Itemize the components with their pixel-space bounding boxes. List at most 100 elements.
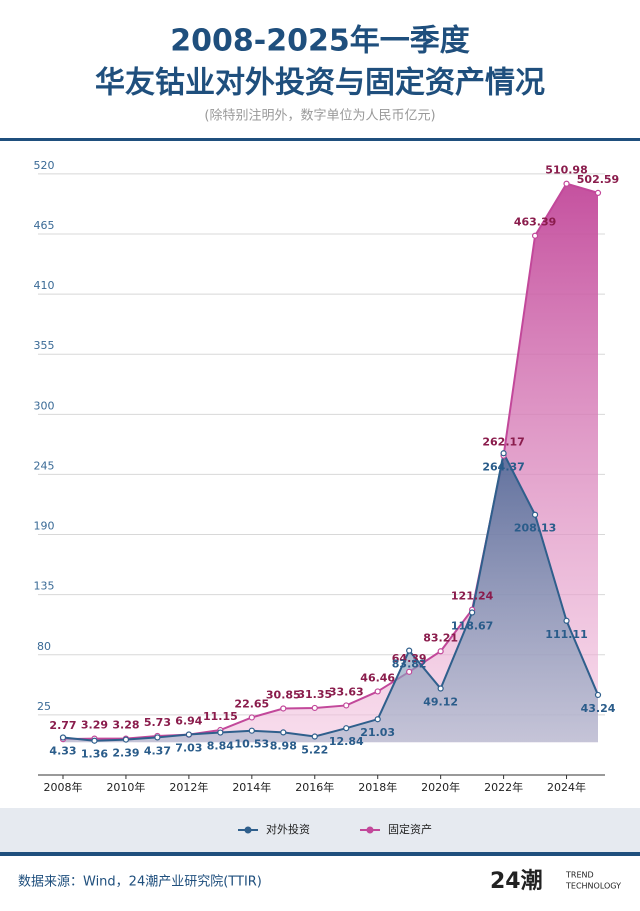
data-label: 3.29 bbox=[81, 719, 108, 732]
point bbox=[280, 705, 287, 712]
x-tick-label: 2024年 bbox=[547, 780, 586, 794]
data-label: 21.03 bbox=[360, 726, 395, 739]
data-label: 2.39 bbox=[112, 747, 139, 760]
logo: 24潮 bbox=[490, 869, 543, 894]
data-label: 30.85 bbox=[266, 688, 301, 701]
y-tick-label: 300 bbox=[34, 399, 55, 412]
point bbox=[531, 511, 539, 518]
point bbox=[311, 704, 318, 712]
y-tick-label: 355 bbox=[34, 339, 55, 352]
title: 华友钴业对外投资与固定资产情况 bbox=[95, 66, 545, 101]
data-label: 12.84 bbox=[329, 735, 364, 748]
point bbox=[248, 714, 255, 721]
data-label: 463.39 bbox=[514, 216, 556, 229]
point bbox=[406, 647, 413, 654]
point bbox=[437, 685, 444, 692]
x-tick-label: 2010年 bbox=[106, 780, 145, 794]
data-label: 4.33 bbox=[49, 744, 76, 757]
point bbox=[406, 668, 413, 675]
data-label: 5.73 bbox=[144, 716, 171, 729]
legend-band bbox=[0, 808, 640, 852]
x-tick-label: 2022年 bbox=[484, 780, 523, 794]
data-label: 510.98 bbox=[545, 164, 587, 177]
x-tick-label: 2012年 bbox=[169, 780, 208, 794]
data-label: 502.59 bbox=[577, 173, 619, 186]
point bbox=[594, 189, 602, 196]
data-label: 208.13 bbox=[514, 522, 556, 535]
point bbox=[217, 729, 224, 736]
area bbox=[63, 453, 598, 743]
data-label: 5.22 bbox=[301, 744, 328, 757]
data-label: 83.21 bbox=[423, 631, 458, 644]
data-label: 3.28 bbox=[112, 719, 139, 732]
source: 数据来源：Wind，24潮产业研究院(TTIR) bbox=[18, 875, 262, 890]
data-label: 22.65 bbox=[234, 697, 269, 710]
data-label: 43.24 bbox=[581, 702, 616, 715]
header-rule bbox=[0, 138, 640, 141]
point bbox=[311, 733, 318, 740]
point bbox=[185, 731, 192, 738]
data-label: 8.98 bbox=[270, 739, 297, 752]
point bbox=[122, 736, 130, 743]
title: 2008-2025年一季度 bbox=[170, 24, 469, 59]
x-tick-label: 2016年 bbox=[295, 780, 334, 794]
data-label: 8.84 bbox=[207, 740, 234, 753]
point bbox=[154, 734, 161, 741]
point bbox=[563, 617, 570, 624]
data-label: 31.35 bbox=[297, 688, 332, 701]
y-tick-label: 135 bbox=[34, 580, 55, 593]
y-tick-label: 520 bbox=[34, 159, 55, 172]
point bbox=[374, 716, 381, 723]
data-label: 46.46 bbox=[360, 671, 395, 684]
data-label: 49.12 bbox=[423, 696, 458, 709]
data-label: 2.77 bbox=[49, 719, 76, 732]
data-label: 33.63 bbox=[329, 685, 364, 698]
y-tick-label: 25 bbox=[37, 700, 51, 713]
point bbox=[248, 727, 255, 734]
x-tick-label: 2008年 bbox=[44, 780, 83, 794]
x-tick-label: 2018年 bbox=[358, 780, 397, 794]
subtitle: (除特别注明外，数字单位为人民币亿元) bbox=[204, 109, 435, 124]
legend-swatch bbox=[244, 826, 252, 834]
y-tick-label: 410 bbox=[34, 279, 55, 292]
data-label: 262.17 bbox=[482, 436, 524, 449]
point bbox=[437, 648, 444, 655]
point bbox=[280, 729, 287, 736]
line bbox=[62, 182, 599, 741]
tagline: TECHNOLOGY bbox=[565, 882, 621, 891]
point bbox=[500, 450, 507, 457]
point bbox=[531, 232, 539, 239]
y-tick-label: 80 bbox=[37, 640, 51, 653]
point bbox=[469, 609, 476, 616]
footer-rule bbox=[0, 852, 640, 856]
point bbox=[594, 691, 602, 699]
data-label: 7.03 bbox=[175, 742, 202, 755]
y-tick-label: 190 bbox=[34, 520, 55, 533]
data-label: 111.11 bbox=[545, 628, 587, 641]
point bbox=[343, 702, 350, 709]
legend-swatch bbox=[366, 826, 374, 834]
x-tick-label: 2020年 bbox=[421, 780, 460, 794]
data-label: 118.67 bbox=[451, 620, 493, 633]
data-label: 264.37 bbox=[482, 460, 524, 473]
legend-label: 固定资产 bbox=[388, 822, 432, 836]
data-label: 6.94 bbox=[175, 715, 202, 728]
y-tick-label: 245 bbox=[34, 459, 55, 472]
point bbox=[343, 725, 350, 732]
point bbox=[91, 737, 98, 744]
y-tick-label: 465 bbox=[34, 219, 55, 232]
data-label: 83.82 bbox=[392, 658, 427, 671]
data-label: 4.37 bbox=[144, 744, 171, 757]
legend-label: 对外投资 bbox=[266, 822, 310, 836]
data-label: 64.39 bbox=[392, 652, 427, 665]
x-tick-label: 2014年 bbox=[232, 780, 271, 794]
data-label: 11.15 bbox=[203, 710, 238, 723]
line bbox=[62, 450, 599, 742]
tagline: TREND bbox=[565, 871, 594, 880]
point bbox=[374, 688, 381, 695]
data-label: 121.24 bbox=[451, 590, 494, 603]
point bbox=[59, 734, 67, 741]
point bbox=[563, 180, 570, 187]
data-label: 1.36 bbox=[81, 748, 108, 761]
